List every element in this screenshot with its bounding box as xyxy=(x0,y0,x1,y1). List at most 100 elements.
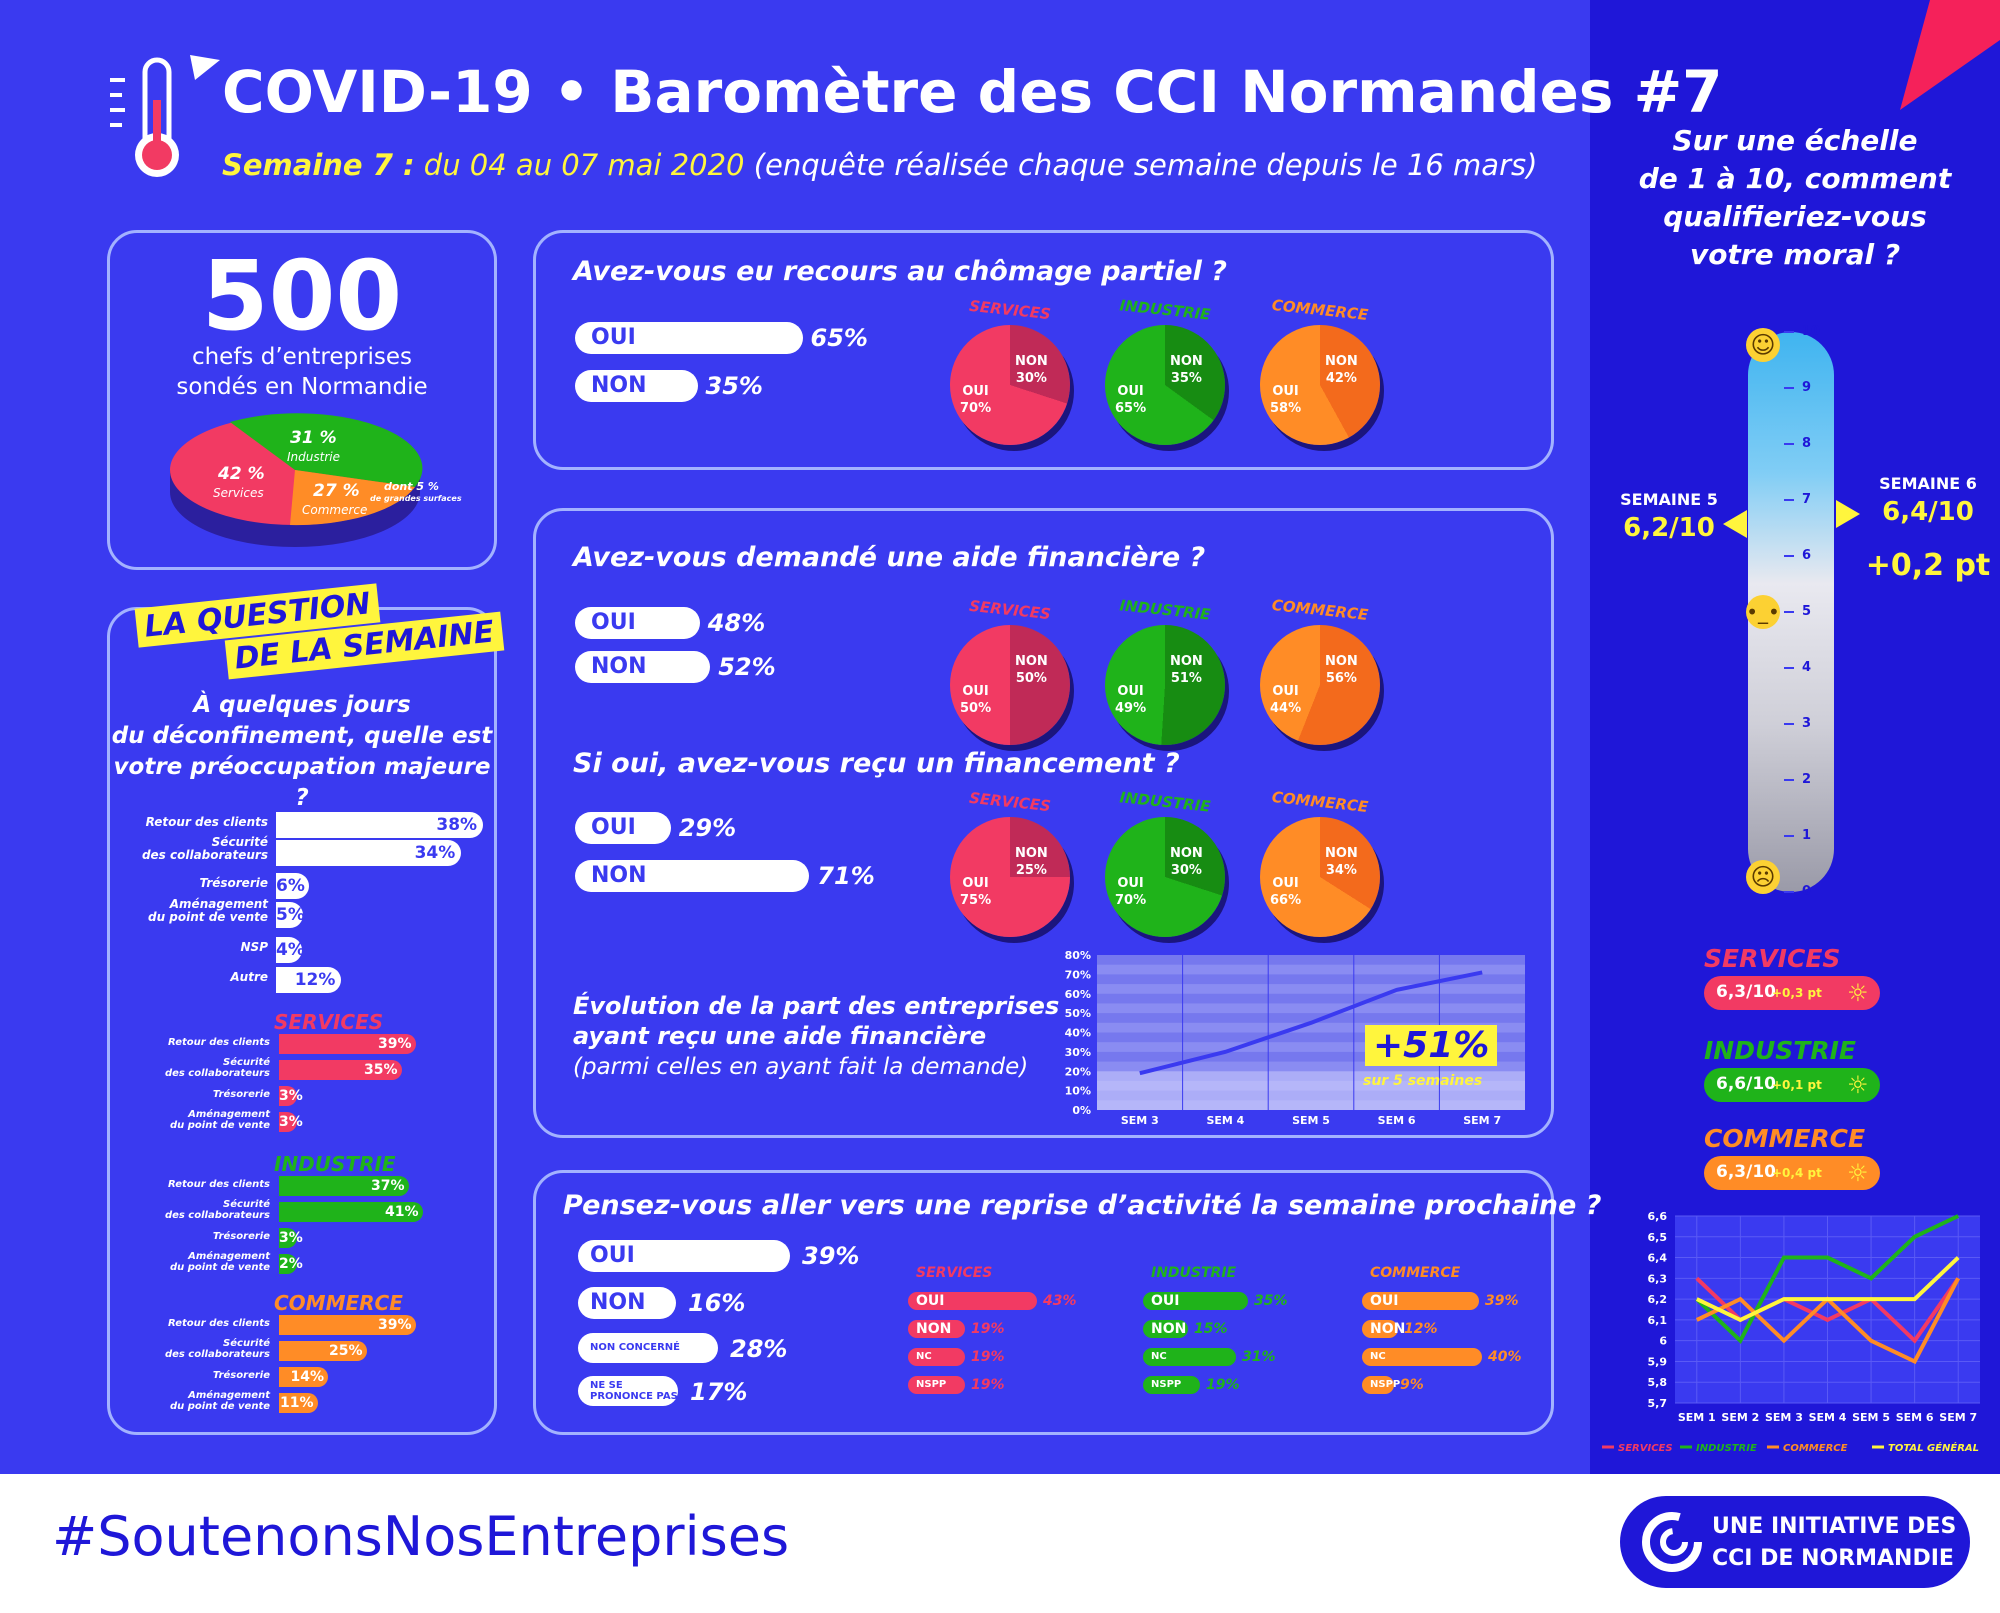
moral-legend-label-3: TOTAL GÉNÉRAL xyxy=(1888,1441,1979,1454)
moral-ytick: 6 xyxy=(1659,1335,1667,1348)
qw-bar-2: 6% xyxy=(276,873,309,899)
qw-bar-1: 34% xyxy=(276,840,462,866)
evo-band xyxy=(1097,1051,1525,1062)
qw-s2-bar-0: 39% xyxy=(279,1315,416,1335)
q4-s1-pct-1: 15% xyxy=(1194,1321,1228,1337)
q1-non-pct: 35% xyxy=(705,372,763,400)
q4-s1-bar-3: NSPP xyxy=(1143,1376,1200,1394)
q1-panel xyxy=(533,230,1554,470)
qw-s2-label-2: Trésorerie xyxy=(212,1370,270,1381)
q4-s1-bar-2: NC xyxy=(1143,1348,1236,1366)
qw-s1-label-0: Retour des clients xyxy=(168,1179,270,1190)
q4-sector-title-0: SERVICES xyxy=(916,1265,993,1281)
q2-oui-bar: OUI xyxy=(575,607,700,639)
qw-bar-4: 4% xyxy=(276,937,305,963)
moral-sector-value-1: 6,6/10 xyxy=(1716,1074,1776,1094)
qw-s0-bar-0: 39% xyxy=(279,1034,416,1054)
moral-tick-label-8: 2 xyxy=(1802,772,1812,787)
qw-s0-label-1: Sécurité des collaborateurs xyxy=(164,1057,270,1079)
qw-s1-bar-0: 37% xyxy=(279,1176,409,1196)
sad-face-icon: ☹ xyxy=(1746,860,1780,894)
logo-line2: CCI DE NORMANDIE xyxy=(1712,1546,1954,1571)
q4-s2-pct-2: 40% xyxy=(1488,1349,1522,1365)
evo-xtick: SEM 7 xyxy=(1463,1114,1501,1127)
moral-xtick: SEM 3 xyxy=(1765,1411,1803,1424)
evo-ytick: 50% xyxy=(1065,1007,1091,1020)
evo-xtick: SEM 3 xyxy=(1121,1114,1159,1127)
moral-q-line3: qualifieriez-vous xyxy=(1663,200,1927,233)
q2-pie-oui-commerce: OUI 44% xyxy=(1270,684,1302,716)
moral-sector-name-0: SERVICES xyxy=(1704,944,1841,973)
moral-tick-label-3: 7 xyxy=(1802,492,1812,507)
q4-s2-bar-2: NC xyxy=(1362,1348,1482,1366)
qw-label-3: Aménagement du point de vente xyxy=(148,897,268,924)
moral-tick-mark-3 xyxy=(1784,499,1794,501)
moral-xtick: SEM 6 xyxy=(1896,1411,1934,1424)
moral-xtick: SEM 4 xyxy=(1809,1411,1847,1424)
pie-services-label: Services xyxy=(213,486,264,500)
qw-s0-bar-2: 3% xyxy=(279,1086,303,1106)
q4-s0-pct-2: 19% xyxy=(971,1349,1005,1365)
moral-xtick: SEM 1 xyxy=(1678,1411,1716,1424)
moral-tick-mark-9 xyxy=(1784,835,1794,837)
evo-band xyxy=(1097,974,1525,985)
moral-tick-mark-1 xyxy=(1784,387,1794,389)
moral-ytick: 5,8 xyxy=(1648,1376,1668,1389)
moral-tick-mark-0 xyxy=(1784,331,1794,333)
q4-s0-bar-2: NC xyxy=(908,1348,965,1366)
w6-label: SEMAINE 6 xyxy=(1879,474,1977,493)
moral-ytick: 6,5 xyxy=(1648,1231,1668,1244)
moral-tick-mark-7 xyxy=(1784,723,1794,725)
q2-panel xyxy=(533,508,1554,1138)
qw-label-4: NSP xyxy=(240,940,268,954)
q3-pie-commerce xyxy=(1260,817,1380,937)
moral-sector-value-2: 6,3/10 xyxy=(1716,1162,1776,1182)
q1-pie-industrie xyxy=(1105,325,1225,445)
moral-tick-mark-4 xyxy=(1784,555,1794,557)
evolution-badge-sub: sur 5 semaines xyxy=(1363,1073,1483,1089)
moral-sector-pill-2 xyxy=(1704,1156,1880,1190)
q1-pie-services xyxy=(950,325,1070,445)
cci-logo-icon xyxy=(1642,1512,1702,1572)
moral-tick-label-4: 6 xyxy=(1802,548,1812,563)
moral-tick-label-10: 0 xyxy=(1802,884,1812,899)
qw-sector-title-1: INDUSTRIE xyxy=(274,1152,396,1176)
sample-line2: sondés en Normandie xyxy=(176,374,428,400)
moral-xtick: SEM 5 xyxy=(1852,1411,1890,1424)
qw-s1-label-2: Trésorerie xyxy=(212,1231,270,1242)
q3-pie-oui-commerce: OUI 66% xyxy=(1270,876,1302,908)
sample-panel xyxy=(107,230,497,570)
sample-line1: chefs d’entreprises xyxy=(191,344,413,370)
qw-s0-bar-3: 3% xyxy=(279,1112,303,1132)
qw-s1-label-3: Aménagement du point de vente xyxy=(170,1251,270,1273)
q4-s1-bar-0: OUI xyxy=(1143,1292,1248,1310)
evo-band xyxy=(1097,993,1525,1004)
neutral-face-icon: •_• xyxy=(1746,595,1780,629)
week-question-line2: du déconfinement, quelle est xyxy=(111,723,493,749)
q4-s2-bar-3: NSPP xyxy=(1362,1376,1400,1394)
cci-logo-badge[interactable] xyxy=(1620,1496,1970,1588)
qw-bar-3: 5% xyxy=(276,902,305,928)
evo-ytick: 30% xyxy=(1065,1046,1091,1059)
qw-label-1: Sécurité des collaborateurs xyxy=(141,835,268,862)
q4-s1-pct-2: 31% xyxy=(1242,1349,1276,1365)
q3-pie-industrie xyxy=(1105,817,1225,937)
q4-pct-3: 17% xyxy=(690,1378,748,1406)
q3-pie-services xyxy=(950,817,1070,937)
q4-pct-2: 28% xyxy=(730,1335,788,1363)
moral-tick-label-2: 8 xyxy=(1802,436,1812,451)
hashtag[interactable]: #SoutenonsNosEntreprises xyxy=(52,1505,790,1568)
moral-ytick: 6,1 xyxy=(1648,1314,1668,1327)
evo-ytick: 0% xyxy=(1072,1104,1091,1117)
week-dates: du 04 au 07 mai 2020 xyxy=(423,148,745,182)
w5-value: 6,2/10 xyxy=(1623,513,1715,543)
sun-icon-1: ☼ xyxy=(1847,1071,1869,1099)
q3-pie-non-industrie: NON 30% xyxy=(1170,846,1203,878)
q1-oui-pct: 65% xyxy=(810,324,868,352)
q3-question: Si oui, avez-vous reçu un financement ? xyxy=(573,748,1180,779)
evo-line xyxy=(1139,970,1483,1076)
qw-s2-bar-1: 25% xyxy=(279,1341,367,1361)
moral-ytick: 6,2 xyxy=(1648,1293,1668,1306)
moral-xtick: SEM 7 xyxy=(1939,1411,1977,1424)
evo-ytick: 80% xyxy=(1065,949,1091,962)
